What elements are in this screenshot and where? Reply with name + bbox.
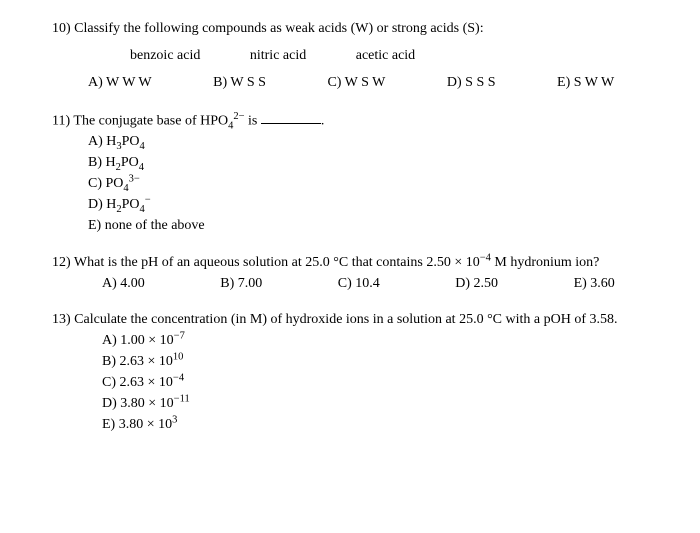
q11-c-sup: 3−: [129, 173, 140, 184]
q12-opt-c: C) 10.4: [338, 275, 380, 294]
q11-options: A) H3PO4 B) H2PO4 C) PO43− D) H2PO4− E) …: [88, 133, 652, 235]
q13-opt-c: C) 2.63 × 10−4: [102, 374, 652, 393]
q12-options: A) 4.00 B) 7.00 C) 10.4 D) 2.50 E) 3.60: [102, 275, 652, 294]
q13-d-sup: −11: [174, 393, 190, 404]
q11-d-pre: D) H: [88, 197, 116, 212]
q12-prompt-pre: 12) What is the pH of an aqueous solutio…: [52, 255, 480, 270]
q11-b-pre: B) H: [88, 155, 116, 170]
q13-a-pre: A) 1.00 × 10: [102, 333, 174, 348]
q12-prompt: 12) What is the pH of an aqueous solutio…: [52, 254, 652, 273]
question-12: 12) What is the pH of an aqueous solutio…: [52, 254, 652, 294]
question-11: 11) The conjugate base of HPO42− is . A)…: [52, 111, 652, 236]
q12-opt-b: B) 7.00: [220, 275, 262, 294]
compound-acetic: acetic acid: [356, 47, 415, 66]
q11-c-sub: 4: [123, 183, 128, 194]
q13-opt-e: E) 3.80 × 103: [102, 416, 652, 435]
q11-prompt-sup: 2−: [233, 111, 244, 122]
q11-a-sub2: 4: [140, 141, 145, 152]
q11-a-pre: A) H: [88, 134, 116, 149]
compound-nitric: nitric acid: [250, 47, 306, 66]
q12-prompt-sup: −4: [480, 252, 491, 263]
q12-opt-d: D) 2.50: [455, 275, 498, 294]
q11-opt-d: D) H2PO4−: [88, 196, 652, 215]
q12-opt-e: E) 3.60: [574, 275, 615, 294]
blank-line: [261, 111, 321, 125]
q10-opt-d: D) S S S: [447, 74, 496, 93]
q10-opt-a: A) W W W: [88, 74, 152, 93]
q13-opt-a: A) 1.00 × 10−7: [102, 332, 652, 351]
q11-b-mid: PO: [121, 155, 139, 170]
q10-options: A) W W W B) W S S C) W S W D) S S S E) S…: [88, 74, 652, 93]
question-10: 10) Classify the following compounds as …: [52, 20, 652, 93]
q13-opt-b: B) 2.63 × 1010: [102, 353, 652, 372]
exam-page: 10) Classify the following compounds as …: [0, 0, 700, 473]
q12-prompt-post: M hydronium ion?: [491, 255, 600, 270]
q13-d-pre: D) 3.80 × 10: [102, 396, 174, 411]
q13-opt-d: D) 3.80 × 10−11: [102, 395, 652, 414]
q13-b-sup: 10: [173, 352, 184, 363]
q11-d-sub2: 4: [140, 204, 145, 215]
q11-prompt-post: is: [245, 113, 261, 128]
q11-opt-c: C) PO43−: [88, 175, 652, 194]
q10-opt-b: B) W S S: [213, 74, 266, 93]
q11-opt-e: E) none of the above: [88, 217, 652, 236]
q12-opt-a: A) 4.00: [102, 275, 145, 294]
q11-prompt-pre: 11) The conjugate base of HPO: [52, 113, 228, 128]
q11-opt-b: B) H2PO4: [88, 154, 652, 173]
q11-d-mid: PO: [122, 197, 140, 212]
q13-b-pre: B) 2.63 × 10: [102, 354, 173, 369]
q13-prompt: 13) Calculate the concentration (in M) o…: [52, 311, 652, 330]
q13-e-pre: E) 3.80 × 10: [102, 417, 172, 432]
q11-prompt: 11) The conjugate base of HPO42− is .: [52, 111, 652, 131]
q10-opt-c: C) W S W: [327, 74, 385, 93]
q11-b-sub2: 4: [139, 162, 144, 173]
q10-compounds: benzoic acid nitric acid acetic acid: [130, 47, 652, 66]
q13-e-sup: 3: [172, 414, 177, 425]
q13-c-sup: −4: [173, 372, 184, 383]
q11-prompt-end: .: [321, 113, 325, 128]
q11-a-mid: PO: [122, 134, 140, 149]
q11-opt-a: A) H3PO4: [88, 133, 652, 152]
compound-benzoic: benzoic acid: [130, 47, 200, 66]
q13-a-sup: −7: [174, 331, 185, 342]
q11-d-sup: −: [145, 194, 151, 205]
q13-c-pre: C) 2.63 × 10: [102, 375, 173, 390]
question-13: 13) Calculate the concentration (in M) o…: [52, 311, 652, 434]
q13-options: A) 1.00 × 10−7 B) 2.63 × 1010 C) 2.63 × …: [102, 332, 652, 434]
q10-prompt: 10) Classify the following compounds as …: [52, 20, 652, 39]
q10-opt-e: E) S W W: [557, 74, 614, 93]
q11-c-pre: C) PO: [88, 176, 123, 191]
